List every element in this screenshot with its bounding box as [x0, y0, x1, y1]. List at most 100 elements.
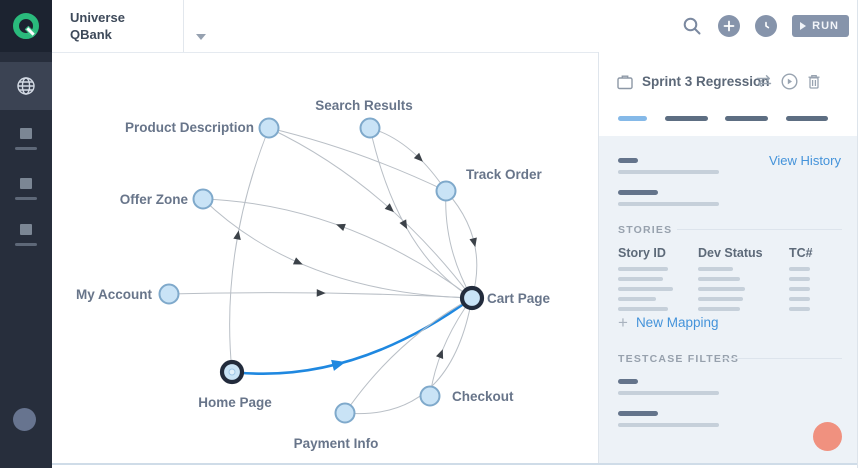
graph-edge-search-results-cart-page: [369, 127, 473, 299]
q-logo-icon: [13, 13, 39, 39]
graph-node-label-payment-info: Payment Info: [294, 436, 379, 451]
board-icon: [20, 128, 32, 139]
brand-title: Universe QBank: [70, 9, 125, 43]
search-icon: [683, 17, 701, 35]
add-button[interactable]: [718, 15, 741, 37]
skeleton-bar: [618, 170, 719, 174]
graph-edge-search-results-track-order: [369, 127, 447, 192]
graph-edge-home-page-product-description: [229, 127, 270, 373]
skeleton-bar: [618, 202, 719, 206]
graph-node-label-cart-page: Cart Page: [487, 291, 551, 306]
graph-node-label-my-account: My Account: [76, 287, 153, 302]
repeat-icon: [756, 75, 772, 87]
trash-icon: [808, 74, 820, 89]
edge-arrow-icon: [336, 223, 346, 232]
skeleton-bar: [618, 391, 719, 395]
left-sidebar: [0, 0, 52, 468]
bottom-strip: [52, 465, 857, 468]
view-history-link[interactable]: View History: [768, 153, 841, 168]
graph-edge-cart-page-offer-zone: [202, 198, 473, 299]
panel-header: Sprint 3 Regression: [599, 52, 857, 136]
plus-icon: +: [618, 312, 628, 332]
board-icon: [20, 178, 32, 189]
new-mapping-button[interactable]: + New Mapping: [618, 312, 719, 332]
panel-title: Sprint 3 Regression: [642, 74, 770, 89]
delete-button[interactable]: [806, 73, 822, 93]
edge-arrow-icon: [436, 349, 444, 359]
graph-node-label-offer-zone: Offer Zone: [120, 192, 189, 207]
skeleton-bar: [618, 158, 638, 163]
graph-node-payment-info[interactable]: [334, 402, 356, 424]
bottom-divider: [52, 463, 857, 465]
board-icon-bar: [15, 243, 37, 246]
floating-action-button[interactable]: [813, 422, 842, 451]
new-mapping-label: New Mapping: [635, 315, 719, 330]
graph-node-my-account[interactable]: [158, 283, 180, 305]
edge-arrow-icon: [316, 289, 326, 297]
sidebar-item-board-1[interactable]: [0, 118, 52, 160]
sidebar-item-explorer[interactable]: [0, 62, 52, 110]
panel-tab-2[interactable]: [665, 116, 708, 121]
flow-graph-canvas: Product Description Search Results Track O…: [52, 52, 598, 464]
topbar-actions: RUN: [681, 0, 849, 52]
panel-tab-1-active[interactable]: [618, 116, 647, 121]
graph-node-label-track-order: Track Order: [466, 167, 543, 182]
board-icon-bar: [15, 147, 37, 150]
skeleton-bar: [618, 190, 658, 195]
skeleton-bar: [618, 423, 719, 427]
repeat-button[interactable]: [755, 73, 773, 92]
run-button-label: RUN: [812, 20, 839, 32]
edge-arrow-icon: [469, 237, 477, 248]
history-button[interactable]: [755, 15, 778, 37]
search-button[interactable]: [681, 15, 703, 37]
plus-icon: [723, 20, 735, 32]
section-divider: [677, 229, 842, 230]
graph-node-track-order[interactable]: [435, 180, 457, 202]
chevron-down-icon: [196, 34, 206, 40]
brand-line-2: QBank: [70, 27, 112, 42]
column-header-story-id: Story ID: [618, 246, 666, 260]
app-logo[interactable]: [0, 0, 52, 52]
column-header-tc: TC#: [789, 246, 813, 260]
top-bar: Universe QBank: [52, 0, 857, 52]
graph-node-label-product-description: Product Description: [125, 120, 254, 135]
section-divider: [721, 358, 842, 359]
edge-arrow-icon: [233, 230, 241, 240]
graph-node-checkout[interactable]: [419, 385, 441, 407]
graph-node-offer-zone[interactable]: [192, 188, 214, 210]
panel-tab-3[interactable]: [725, 116, 768, 121]
sidebar-item-board-3[interactable]: [0, 214, 52, 256]
graph-edge-track-order-cart-page: [445, 190, 473, 299]
graph-node-search-results[interactable]: [359, 117, 381, 139]
play-icon: [800, 22, 807, 30]
project-dropdown[interactable]: [183, 0, 599, 52]
brand-line-1: Universe: [70, 10, 125, 25]
graph-edge-product-description-track-order: [268, 127, 447, 192]
board-icon-bar: [15, 197, 37, 200]
graph-node-cart-page[interactable]: [459, 285, 485, 311]
graph-edge-checkout-cart-page: [429, 297, 473, 397]
graph-edge-product-description-cart-page: [268, 127, 473, 299]
details-panel: Sprint 3 Regression: [598, 52, 857, 468]
graph-node-home-page-inner-dot: [228, 368, 236, 376]
edge-arrow-icon: [413, 152, 423, 162]
edge-arrow-icon: [331, 359, 346, 371]
play-circle-icon: [781, 73, 798, 90]
board-icon: [20, 224, 32, 235]
briefcase-icon: [617, 75, 633, 90]
panel-tab-4[interactable]: [786, 116, 828, 121]
edge-arrow-icon: [384, 203, 394, 213]
graph-node-label-home-page: Home Page: [198, 395, 272, 410]
graph-edge-cart-page-payment-info: [344, 297, 473, 414]
graph-node-label-checkout: Checkout: [452, 389, 514, 404]
play-run-button[interactable]: [781, 73, 798, 93]
run-button[interactable]: RUN: [792, 15, 849, 37]
clock-icon: [765, 21, 770, 29]
sidebar-item-board-2[interactable]: [0, 168, 52, 210]
graph-node-product-description[interactable]: [258, 117, 280, 139]
graph-node-label-search-results: Search Results: [315, 98, 413, 113]
user-avatar[interactable]: [13, 408, 36, 431]
skeleton-bar: [618, 379, 638, 384]
globe-icon: [17, 77, 35, 95]
